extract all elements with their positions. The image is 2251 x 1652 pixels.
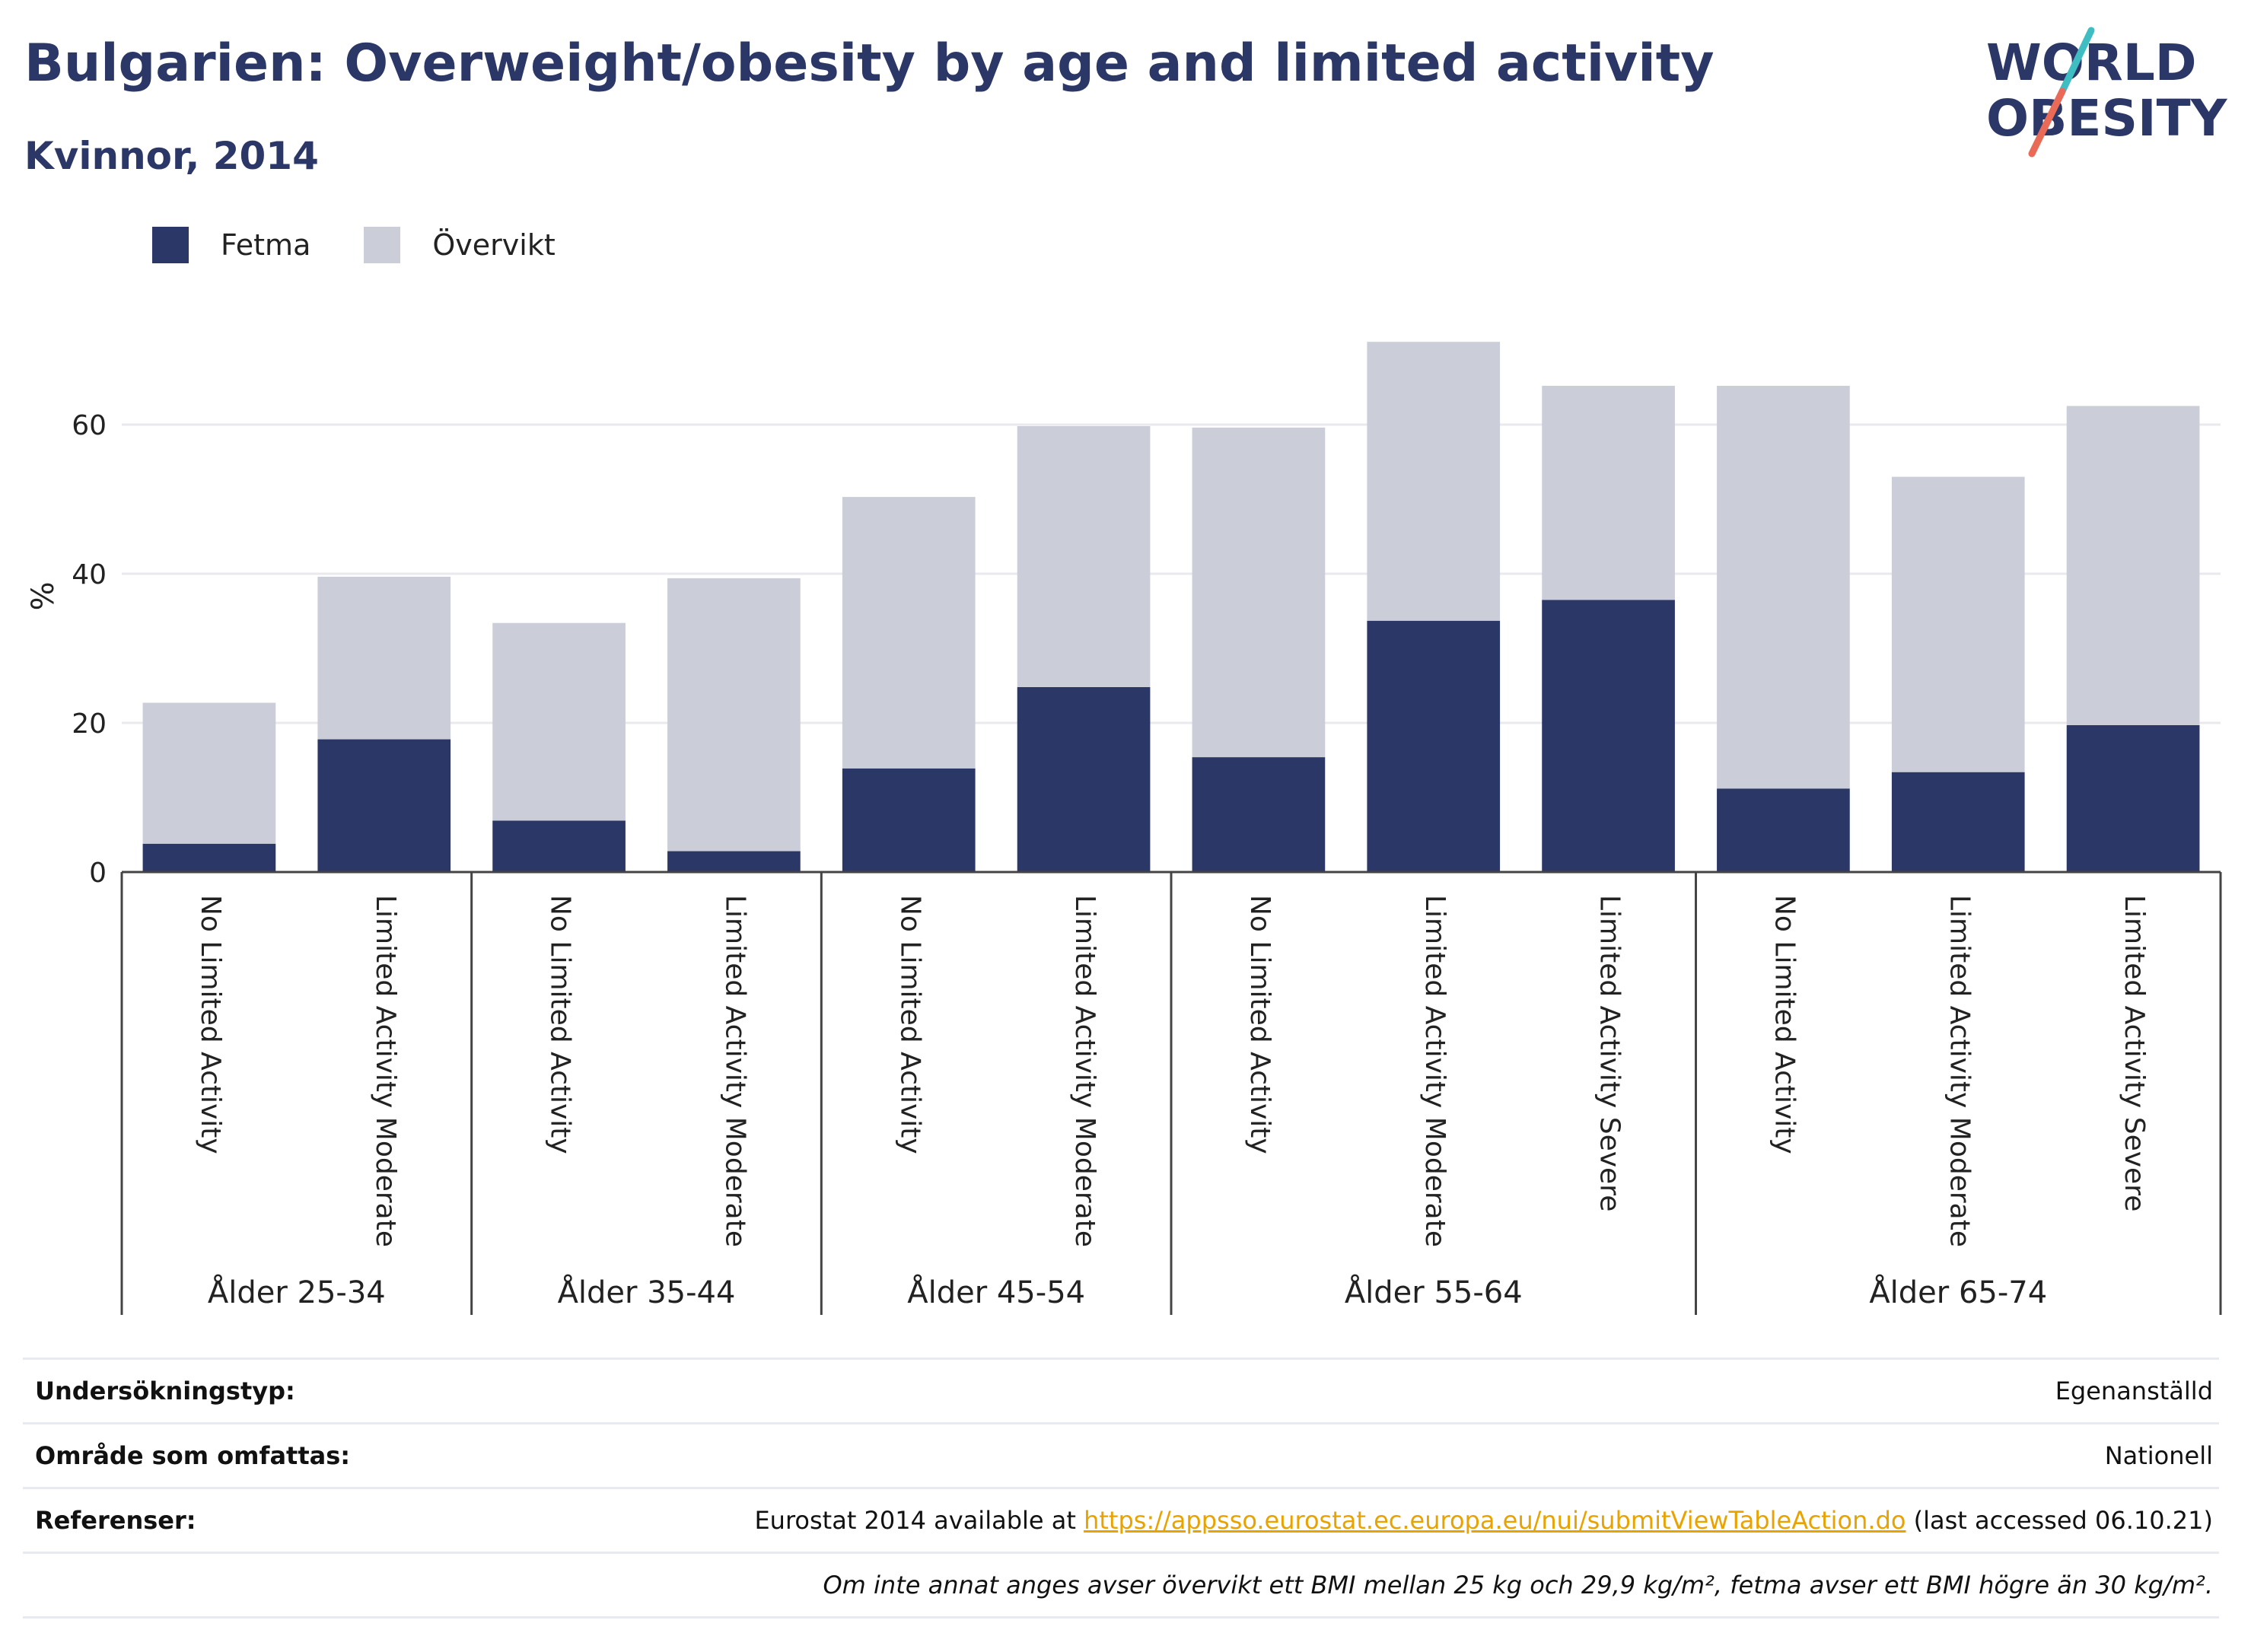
x-tick-label: No Limited Activity [545,895,576,1154]
bar-fetma [1542,600,1675,872]
group-label: Ålder 65-74 [1869,1274,2047,1310]
x-tick-label: Limited Activity Moderate [1069,895,1100,1247]
legend-swatch-fetma [152,227,189,263]
legend-label-fetma: Fetma [221,228,311,262]
area-label: Område som omfattas: [35,1441,351,1470]
chart-subtitle: Kvinnor, 2014 [24,134,319,178]
reference-suffix: (last accessed 06.10.21) [1906,1506,2213,1535]
x-tick-label: No Limited Activity [894,895,925,1154]
bar-fetma [842,768,976,872]
world-obesity-logo: WORLD OBESITY [1979,23,2230,160]
bar-fetma [2066,724,2200,872]
legend-item-fetma[interactable]: Fetma [152,227,310,263]
info-row-note: Om inte annat anges avser övervikt ett B… [23,1552,2219,1619]
bar-fetma [142,843,276,872]
x-tick-label: Limited Activity Moderate [1944,895,1975,1247]
y-tick-label: 20 [72,708,107,740]
bar-fetma [1367,620,1501,872]
chart-title: Bulgarien: Overweight/obesity by age and… [24,33,1715,94]
x-tick-label: Limited Activity Moderate [719,895,750,1247]
bar-overvikt [667,578,801,851]
y-tick-label: 0 [89,858,107,889]
bar-fetma [667,851,801,872]
x-tick-label: Limited Activity Moderate [1419,895,1450,1247]
bar-overvikt [2066,406,2200,725]
bar-overvikt [1367,342,1501,621]
area-value: Nationell [2104,1441,2213,1470]
bar-overvikt [1717,386,1850,789]
bar-fetma [1891,772,2025,872]
y-axis-label: % [26,581,61,610]
x-tick-label: No Limited Activity [1769,895,1800,1154]
chart-legend: Fetma Övervikt [152,222,609,268]
legend-label-overvikt: Övervikt [432,228,556,262]
group-label: Ålder 55-64 [1345,1274,1523,1310]
y-tick-label: 60 [72,410,107,441]
info-row-references: Referenser: Eurostat 2014 available at h… [23,1487,2219,1552]
group-label: Ålder 45-54 [907,1274,1085,1310]
group-label: Ålder 35-44 [558,1274,736,1310]
survey-type-value: Egenanställd [2055,1377,2213,1405]
logo-line2: OBESITY [1986,89,2228,148]
x-tick-label: No Limited Activity [1244,895,1275,1154]
bar-overvikt [842,497,976,769]
bar-fetma [1192,757,1326,872]
group-label: Ålder 25-34 [208,1274,386,1310]
bar-overvikt [1192,427,1326,758]
info-row-area: Område som omfattas: Nationell [23,1422,2219,1487]
references-label: Referenser: [35,1506,196,1535]
legend-swatch-overvikt [364,227,401,263]
bar-chart: 0 20 40 60% No Limited Activity Limited Activ… [26,342,2222,1315]
bar-fetma [1717,788,1850,872]
bar-overvikt [1891,476,2025,772]
logo-line1: WORLD [1986,33,2197,92]
bar-overvikt [492,622,626,821]
info-row-survey: Undersökningstyp: Egenanställd [23,1358,2219,1422]
bar-overvikt [142,702,276,844]
reference-prefix: Eurostat 2014 available at [754,1506,1084,1535]
x-tick-label: Limited Activity Moderate [370,895,401,1247]
reference-link[interactable]: https://appsso.eurostat.ec.europa.eu/nui… [1084,1506,1906,1535]
bar-fetma [317,739,451,872]
references-value: Eurostat 2014 available at https://appss… [754,1506,2219,1535]
bar-fetma [492,820,626,872]
x-tick-label: Limited Activity Severe [1594,895,1625,1211]
info-table: Undersökningstyp: Egenanställd Område so… [23,1358,2219,1619]
y-tick-label: 40 [72,559,107,590]
bar-fetma [1017,686,1151,872]
bar-overvikt [1017,425,1151,687]
x-tick-label: Limited Activity Severe [2119,895,2150,1211]
bmi-note: Om inte annat anges avser övervikt ett B… [823,1571,2213,1599]
bar-overvikt [317,576,451,740]
x-tick-label: No Limited Activity [195,895,226,1154]
bar-overvikt [1542,386,1675,600]
survey-type-label: Undersökningstyp: [35,1377,295,1405]
legend-item-overvikt[interactable]: Övervikt [364,227,556,263]
